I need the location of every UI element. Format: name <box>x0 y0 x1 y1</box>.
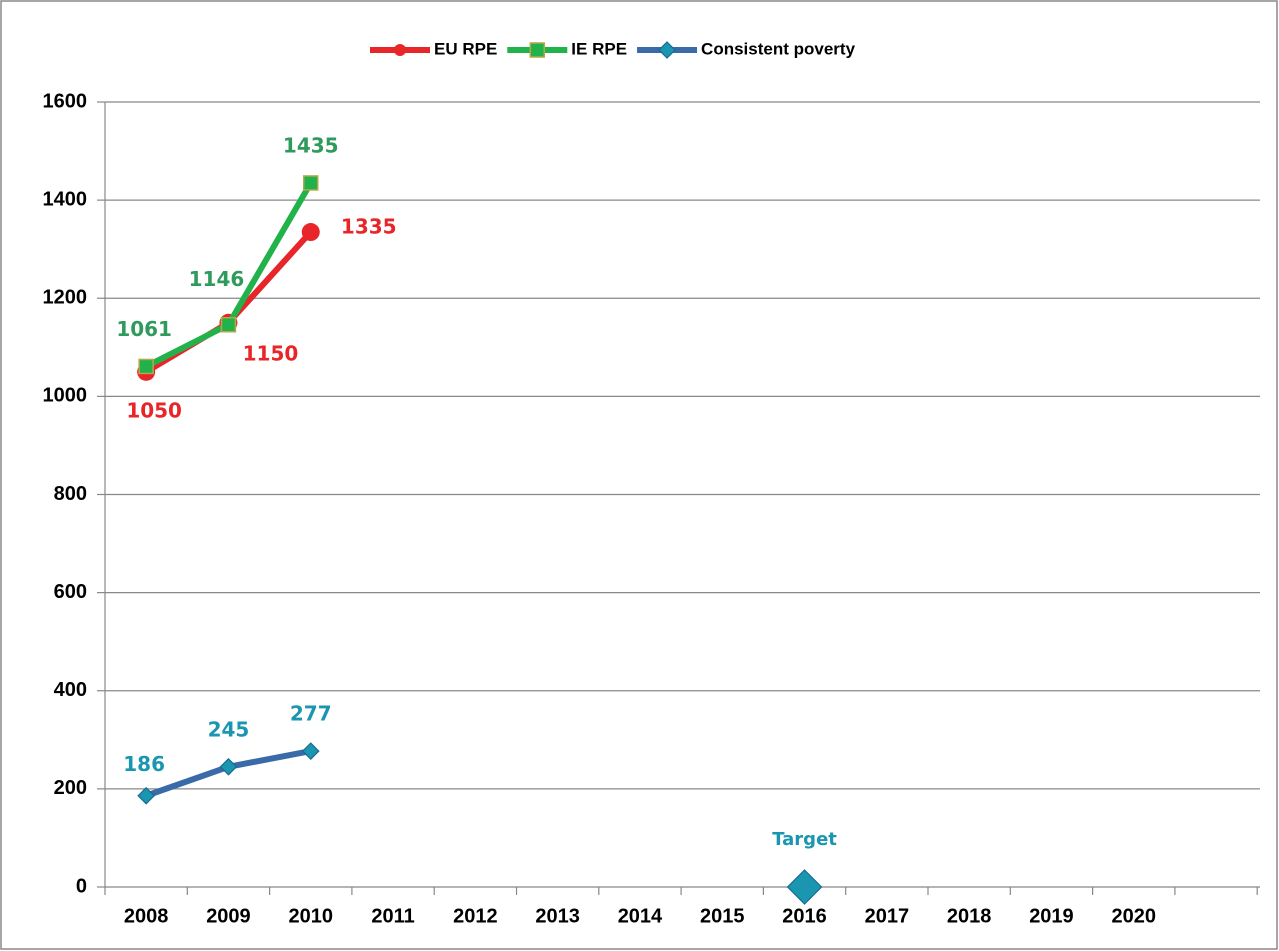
data-label: 1146 <box>189 267 245 291</box>
x-tick-label: 2011 <box>371 905 414 927</box>
data-label: 245 <box>208 717 250 741</box>
x-tick-label: 2019 <box>1029 905 1074 927</box>
data-point <box>303 175 319 191</box>
legend-marker <box>394 44 406 56</box>
legend-label: IE RPE <box>571 39 627 58</box>
legend-marker <box>529 42 546 58</box>
x-tick-label: 2013 <box>535 905 580 927</box>
data-point <box>220 316 237 333</box>
y-tick-label: 400 <box>54 679 87 701</box>
x-tick-label: 2016 <box>782 905 827 927</box>
y-tick-label: 1000 <box>43 385 88 407</box>
x-tick-label: 2010 <box>289 905 334 927</box>
y-tick-label: 1200 <box>43 287 88 309</box>
data-point <box>219 757 238 776</box>
x-tick-label: 2012 <box>453 905 498 927</box>
target-marker <box>786 869 823 905</box>
legend-label: Consistent poverty <box>701 39 856 58</box>
data-label: 1050 <box>126 398 182 422</box>
data-label: 1335 <box>341 215 397 239</box>
data-label: 277 <box>290 702 332 726</box>
data-label: 1150 <box>243 341 299 365</box>
legend-label: EU RPE <box>434 39 497 58</box>
y-tick-label: 1600 <box>43 90 88 112</box>
x-tick-label: 2020 <box>1112 905 1157 927</box>
data-label: 1435 <box>283 133 339 157</box>
y-tick-label: 0 <box>76 875 87 897</box>
x-tick-label: 2015 <box>700 905 745 927</box>
data-label: 186 <box>123 752 165 776</box>
data-point <box>301 223 320 242</box>
data-label: 1061 <box>116 317 172 341</box>
target-label: Target <box>772 829 837 850</box>
x-tick-label: 2014 <box>618 905 663 927</box>
legend-marker <box>658 41 676 59</box>
x-tick-label: 2009 <box>206 905 251 927</box>
data-point <box>137 786 155 805</box>
y-tick-label: 200 <box>54 777 87 799</box>
y-tick-label: 800 <box>54 483 87 505</box>
x-tick-label: 2017 <box>865 905 910 927</box>
x-tick-label: 2018 <box>947 905 992 927</box>
y-tick-label: 600 <box>54 581 87 603</box>
y-tick-label: 1400 <box>43 188 88 210</box>
data-point <box>301 742 320 760</box>
data-point <box>138 358 154 375</box>
x-tick-label: 2008 <box>124 905 169 927</box>
